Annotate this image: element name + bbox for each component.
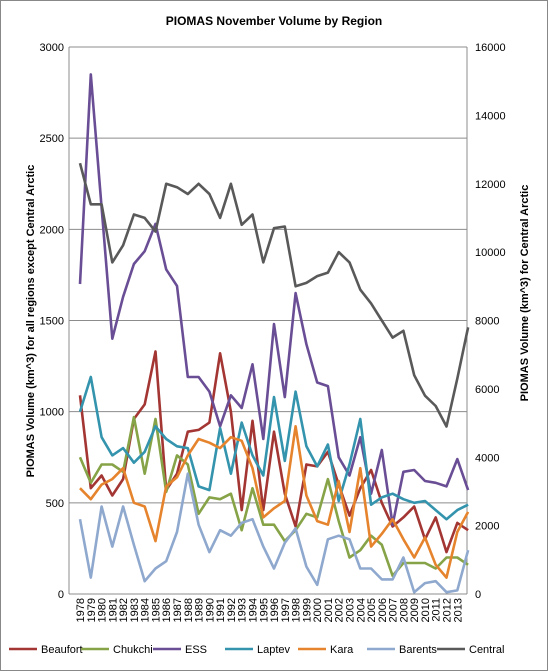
left-y-tick-labels: 0 500 1000 1500 2000 2500 3000 [40,42,64,601]
y-tick-right-2: 4000 [475,452,499,464]
y-tick-left-1: 500 [46,498,64,510]
y-tick-left-2: 1000 [40,407,64,419]
legend-label-laptev: Laptev [257,644,291,656]
x-tick-3: 1981 [107,598,119,622]
x-tick-32: 2010 [420,598,432,622]
x-tick-6: 1984 [140,598,152,622]
series-line-laptev [78,375,469,521]
x-tick-12: 1990 [204,598,216,622]
x-tick-16: 1994 [247,598,259,622]
x-tick-11: 1989 [194,598,206,622]
series-line-barents [78,472,470,594]
x-tick-7: 1985 [150,598,162,622]
y-axis-label-right: PIOMAS Volume (km^3) for Central Arctic [519,185,531,402]
x-tick-1: 1979 [86,598,98,622]
y-tick-left-3: 1500 [40,316,64,328]
y-tick-left-0: 0 [58,589,64,601]
x-tick-17: 1995 [258,598,270,622]
x-tick-labels: 1978197919801981198219831984198519861987… [75,598,464,622]
y-tick-left-6: 3000 [40,42,64,54]
series-lines [78,73,470,594]
legend-label-beaufort: Beaufort [41,644,83,656]
x-tick-19: 1997 [280,598,292,622]
x-tick-8: 1986 [161,598,173,622]
y-tick-right-4: 8000 [475,316,499,328]
chart-title: PIOMAS November Volume by Region [166,14,382,28]
x-tick-33: 2011 [431,598,443,622]
x-tick-24: 2002 [334,598,346,622]
series-line-kara [79,424,470,579]
y-tick-right-6: 12000 [475,179,506,191]
x-tick-22: 2000 [312,598,324,622]
x-tick-14: 1992 [226,598,238,622]
x-tick-2: 1980 [97,598,109,622]
series-line-ess [78,73,470,527]
legend: Beaufort Chukchi ESS Laptev Kara Barents Centr… [9,644,504,656]
x-tick-27: 2005 [366,598,378,622]
x-tick-35: 2013 [452,598,464,622]
legend-label-barents: Barents [399,644,437,656]
legend-label-ess: ESS [185,644,207,656]
x-tick-23: 2001 [323,598,335,622]
x-tick-20: 1998 [291,598,303,622]
x-tick-15: 1993 [237,598,249,622]
legend-label-kara: Kara [330,644,354,656]
right-y-tick-labels: 0 2000 4000 6000 8000 10000 12000 14000 16000 [475,42,506,601]
x-tick-9: 1987 [172,598,184,622]
gridlines [69,46,467,504]
x-tick-25: 2003 [345,598,357,622]
y-axis-label-left: PIOMAS Volume (km^3) for all regions exc… [25,165,37,478]
y-tick-right-7: 14000 [475,110,506,122]
y-tick-left-5: 2500 [40,133,64,145]
x-tick-13: 1991 [215,598,227,622]
x-tick-29: 2007 [388,598,400,622]
x-tick-28: 2006 [377,598,389,622]
x-tick-26: 2004 [355,598,367,622]
y-tick-right-1: 2000 [475,521,499,533]
series-line-beaufort [78,350,469,554]
y-tick-right-5: 10000 [475,247,506,259]
y-tick-right-0: 0 [475,589,481,601]
legend-label-chukchi: Chukchi [113,644,153,656]
x-tick-5: 1983 [129,598,141,622]
x-tick-21: 1999 [301,598,313,622]
series-line-chukchi [78,415,469,578]
x-tick-0: 1978 [75,598,87,622]
x-tick-34: 2012 [442,598,454,622]
y-tick-right-8: 16000 [475,42,506,54]
y-tick-right-3: 6000 [475,384,499,396]
y-tick-left-4: 2000 [40,224,64,236]
axes [68,47,468,595]
x-tick-4: 1982 [118,598,130,622]
x-tick-18: 1996 [269,598,281,622]
x-tick-10: 1988 [183,598,195,622]
series-line-central [78,162,470,428]
x-tick-30: 2008 [398,598,410,622]
legend-label-central: Central [469,644,504,656]
x-tick-31: 2009 [409,598,421,622]
